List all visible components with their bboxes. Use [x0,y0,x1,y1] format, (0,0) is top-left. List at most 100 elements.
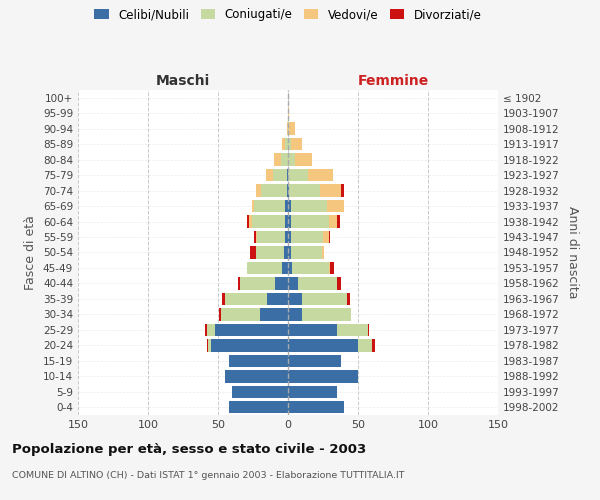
Bar [288,231,291,243]
Bar [215,324,288,336]
Bar [285,231,288,243]
Bar [241,278,275,289]
Y-axis label: Fasce di età: Fasce di età [25,215,37,290]
Bar [288,246,291,258]
Bar [254,231,256,243]
Bar [205,324,207,336]
Bar [288,386,337,398]
Bar [260,308,288,320]
Bar [289,184,320,197]
Bar [285,216,288,228]
Bar [298,278,337,289]
Bar [275,278,288,289]
Bar [272,169,287,181]
Text: Femmine: Femmine [358,74,428,88]
Bar [254,200,285,212]
Bar [337,324,368,336]
Bar [288,184,289,197]
Bar [295,154,312,166]
Bar [347,292,350,305]
Bar [225,370,288,382]
Bar [372,339,375,351]
Bar [329,231,330,243]
Bar [329,262,330,274]
Bar [288,370,358,382]
Bar [281,154,288,166]
Bar [287,122,288,135]
Bar [320,184,341,197]
Bar [291,231,323,243]
Bar [247,216,249,228]
Text: Maschi: Maschi [156,74,210,88]
Bar [291,246,322,258]
Text: COMUNE DI ALTINO (CH) - Dati ISTAT 1° gennaio 2003 - Elaborazione TUTTITALIA.IT: COMUNE DI ALTINO (CH) - Dati ISTAT 1° ge… [12,471,404,480]
Bar [291,200,327,212]
Bar [287,184,288,197]
Bar [207,324,215,336]
Bar [330,262,334,274]
Bar [288,308,302,320]
Bar [250,246,256,258]
Bar [249,216,251,228]
Bar [323,231,329,243]
Bar [285,200,288,212]
Bar [291,216,329,228]
Bar [288,216,291,228]
Bar [289,122,295,135]
Bar [251,200,254,212]
Bar [229,354,288,367]
Bar [267,292,288,305]
Bar [288,169,308,181]
Bar [285,138,288,150]
Bar [207,339,208,351]
Bar [256,231,257,243]
Bar [337,216,340,228]
Bar [322,246,325,258]
Bar [288,200,291,212]
Bar [302,308,351,320]
Bar [222,292,225,305]
Bar [211,339,288,351]
Bar [232,386,288,398]
Bar [274,154,281,166]
Bar [288,324,337,336]
Bar [288,154,295,166]
Bar [283,138,285,150]
Bar [229,401,288,413]
Bar [329,216,337,228]
Bar [341,184,344,197]
Bar [337,278,341,289]
Bar [358,339,372,351]
Bar [308,169,333,181]
Bar [288,138,291,150]
Bar [283,262,288,274]
Bar [225,292,267,305]
Bar [288,278,298,289]
Bar [327,200,344,212]
Bar [238,278,241,289]
Bar [251,216,285,228]
Bar [368,324,369,336]
Bar [287,169,288,181]
Bar [288,107,289,120]
Bar [288,401,344,413]
Bar [256,246,284,258]
Y-axis label: Anni di nascita: Anni di nascita [566,206,579,298]
Bar [262,184,287,197]
Text: Popolazione per età, sesso e stato civile - 2003: Popolazione per età, sesso e stato civil… [12,442,366,456]
Bar [220,308,221,320]
Bar [256,184,262,197]
Bar [266,169,272,181]
Legend: Celibi/Nubili, Coniugati/e, Vedovi/e, Divorziati/e: Celibi/Nubili, Coniugati/e, Vedovi/e, Di… [94,8,482,22]
Bar [208,339,211,351]
Bar [284,246,288,258]
Bar [247,262,283,274]
Bar [221,308,260,320]
Bar [288,262,292,274]
Bar [288,339,358,351]
Bar [288,354,341,367]
Bar [288,122,289,135]
Bar [288,292,302,305]
Bar [291,138,302,150]
Bar [257,231,285,243]
